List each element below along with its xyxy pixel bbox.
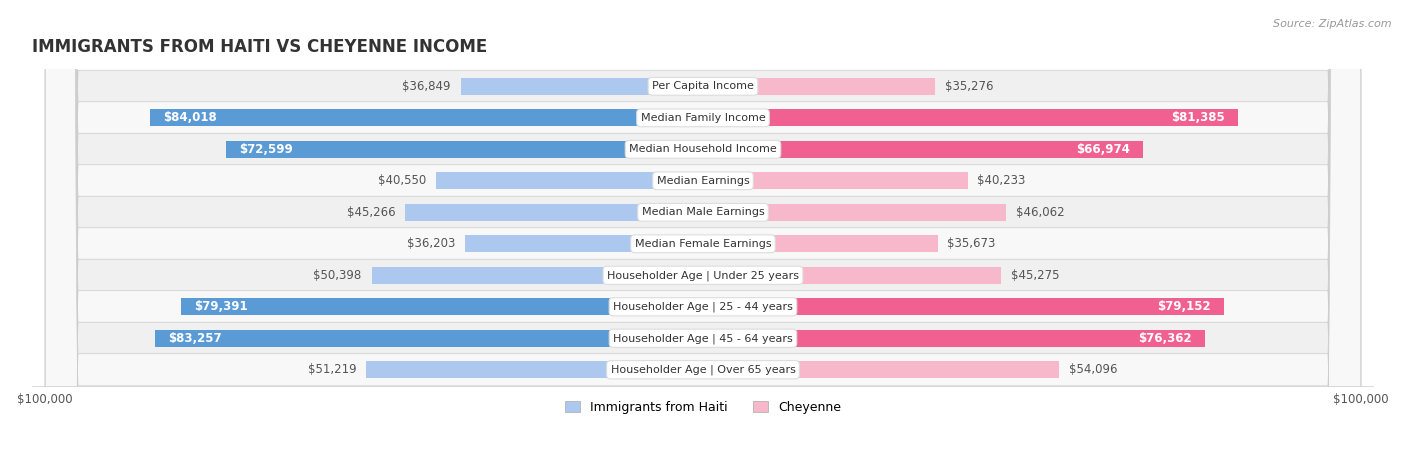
Bar (156, 330, 703, 347)
Bar (703, 141, 1143, 158)
Text: Median Household Income: Median Household Income (628, 144, 778, 154)
Bar (703, 361, 1059, 378)
Legend: Immigrants from Haiti, Cheyenne: Immigrants from Haiti, Cheyenne (560, 396, 846, 419)
Text: $45,275: $45,275 (1011, 269, 1059, 282)
Bar (465, 235, 703, 253)
Text: $40,550: $40,550 (378, 174, 426, 187)
Bar (703, 109, 1239, 127)
Text: $79,391: $79,391 (194, 300, 247, 313)
Text: $50,398: $50,398 (314, 269, 361, 282)
Text: $84,018: $84,018 (163, 111, 218, 124)
Bar (703, 235, 938, 253)
Text: $35,673: $35,673 (948, 237, 995, 250)
Text: Householder Age | 25 - 44 years: Householder Age | 25 - 44 years (613, 302, 793, 312)
Bar (703, 267, 1001, 284)
Bar (703, 204, 1005, 221)
Text: $36,849: $36,849 (402, 80, 451, 93)
Bar (703, 330, 1205, 347)
Bar (703, 172, 967, 190)
FancyBboxPatch shape (45, 0, 1361, 467)
Text: Median Earnings: Median Earnings (657, 176, 749, 186)
Bar (371, 267, 703, 284)
Bar (436, 172, 703, 190)
Text: $36,203: $36,203 (406, 237, 456, 250)
Text: $51,219: $51,219 (308, 363, 356, 376)
Text: Source: ZipAtlas.com: Source: ZipAtlas.com (1274, 19, 1392, 28)
Text: Per Capita Income: Per Capita Income (652, 81, 754, 92)
Text: Householder Age | Under 25 years: Householder Age | Under 25 years (607, 270, 799, 281)
Text: $76,362: $76,362 (1139, 332, 1192, 345)
Text: $46,062: $46,062 (1015, 206, 1064, 219)
Text: $66,974: $66,974 (1077, 143, 1130, 156)
Bar (150, 109, 703, 127)
FancyBboxPatch shape (45, 0, 1361, 467)
Text: Householder Age | Over 65 years: Householder Age | Over 65 years (610, 365, 796, 375)
Text: $72,599: $72,599 (239, 143, 292, 156)
Text: $81,385: $81,385 (1171, 111, 1225, 124)
Text: Median Female Earnings: Median Female Earnings (634, 239, 772, 249)
FancyBboxPatch shape (45, 0, 1361, 467)
Text: IMMIGRANTS FROM HAITI VS CHEYENNE INCOME: IMMIGRANTS FROM HAITI VS CHEYENNE INCOME (32, 38, 488, 57)
Text: $79,152: $79,152 (1157, 300, 1211, 313)
Bar (181, 298, 703, 315)
FancyBboxPatch shape (45, 0, 1361, 467)
Bar (703, 78, 935, 95)
Bar (461, 78, 703, 95)
Text: $40,233: $40,233 (977, 174, 1026, 187)
Text: $54,096: $54,096 (1069, 363, 1118, 376)
Text: Householder Age | 45 - 64 years: Householder Age | 45 - 64 years (613, 333, 793, 344)
Bar (225, 141, 703, 158)
Text: $45,266: $45,266 (347, 206, 395, 219)
Bar (703, 298, 1223, 315)
FancyBboxPatch shape (45, 0, 1361, 467)
Bar (366, 361, 703, 378)
Text: $83,257: $83,257 (169, 332, 222, 345)
FancyBboxPatch shape (45, 0, 1361, 467)
Text: Median Family Income: Median Family Income (641, 113, 765, 123)
FancyBboxPatch shape (45, 0, 1361, 467)
FancyBboxPatch shape (45, 0, 1361, 467)
FancyBboxPatch shape (45, 0, 1361, 467)
Bar (405, 204, 703, 221)
Text: Median Male Earnings: Median Male Earnings (641, 207, 765, 217)
FancyBboxPatch shape (45, 0, 1361, 467)
Text: $35,276: $35,276 (945, 80, 994, 93)
